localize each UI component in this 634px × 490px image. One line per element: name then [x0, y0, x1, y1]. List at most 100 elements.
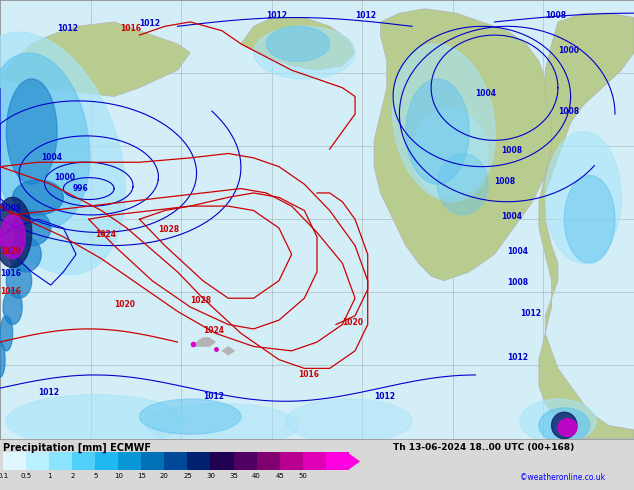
Text: 1016: 1016	[298, 370, 319, 379]
Text: 1012: 1012	[520, 309, 541, 318]
Polygon shape	[139, 399, 241, 434]
Text: 35: 35	[229, 473, 238, 479]
Polygon shape	[241, 18, 355, 70]
Polygon shape	[6, 395, 184, 447]
Text: 25: 25	[183, 473, 192, 479]
Polygon shape	[0, 32, 126, 275]
Text: 45: 45	[275, 473, 284, 479]
Text: Precipitation [mm] ECMWF: Precipitation [mm] ECMWF	[3, 442, 151, 453]
Text: 1008: 1008	[507, 278, 528, 287]
Text: 0.5: 0.5	[21, 473, 32, 479]
Polygon shape	[374, 9, 558, 281]
Text: 1008: 1008	[0, 203, 21, 213]
Polygon shape	[254, 26, 355, 79]
Polygon shape	[13, 211, 51, 245]
Bar	[119, 452, 141, 470]
Bar	[26, 452, 49, 470]
Polygon shape	[0, 197, 32, 268]
Bar	[280, 452, 302, 470]
Text: 1000: 1000	[558, 46, 579, 54]
FancyArrow shape	[349, 453, 360, 469]
Text: 1000: 1000	[54, 173, 75, 182]
Text: 1016: 1016	[0, 287, 21, 296]
Text: 1008: 1008	[501, 147, 522, 155]
Text: 1024: 1024	[95, 230, 116, 239]
Polygon shape	[0, 22, 190, 97]
Polygon shape	[0, 316, 13, 351]
Polygon shape	[0, 53, 90, 228]
Bar	[141, 452, 164, 470]
Text: 1004: 1004	[501, 212, 522, 221]
Text: 0.1: 0.1	[0, 473, 9, 479]
Text: 1012: 1012	[355, 11, 376, 20]
Text: 50: 50	[298, 473, 307, 479]
Text: 1004: 1004	[507, 247, 528, 256]
Polygon shape	[552, 412, 577, 439]
Bar	[302, 452, 326, 470]
Text: 5: 5	[93, 473, 98, 479]
Polygon shape	[6, 263, 32, 298]
Polygon shape	[197, 338, 216, 346]
Text: 1008: 1008	[558, 107, 579, 116]
Polygon shape	[437, 153, 488, 215]
Text: 1020: 1020	[342, 318, 363, 326]
Polygon shape	[10, 237, 41, 272]
Bar	[188, 452, 210, 470]
Text: ©weatheronline.co.uk: ©weatheronline.co.uk	[520, 473, 605, 482]
Polygon shape	[558, 419, 577, 437]
Text: 1004: 1004	[476, 90, 496, 98]
Bar	[257, 452, 280, 470]
Polygon shape	[222, 346, 235, 355]
Text: 1012: 1012	[266, 11, 287, 20]
Text: 1012: 1012	[374, 392, 395, 401]
Text: 996: 996	[73, 184, 89, 193]
Text: 1012: 1012	[38, 388, 59, 397]
Polygon shape	[3, 290, 22, 324]
Text: 1028: 1028	[158, 225, 179, 234]
Text: 1012: 1012	[57, 24, 78, 33]
Text: 30: 30	[206, 473, 215, 479]
Polygon shape	[520, 399, 596, 443]
Polygon shape	[392, 44, 495, 201]
Text: 1008: 1008	[495, 177, 515, 186]
Polygon shape	[539, 13, 634, 439]
Polygon shape	[266, 26, 330, 61]
Text: 1: 1	[47, 473, 51, 479]
Bar	[210, 452, 233, 470]
Text: 15: 15	[137, 473, 146, 479]
Text: Th 13-06-2024 18..00 UTC (00+168): Th 13-06-2024 18..00 UTC (00+168)	[393, 442, 574, 452]
Text: 20: 20	[160, 473, 169, 479]
Polygon shape	[412, 110, 488, 197]
Bar	[49, 452, 72, 470]
Polygon shape	[6, 79, 57, 184]
Text: 1012: 1012	[139, 19, 160, 28]
Polygon shape	[285, 399, 412, 443]
Polygon shape	[406, 79, 469, 184]
Bar	[326, 452, 349, 470]
Text: 1016: 1016	[0, 270, 21, 278]
Text: 1020: 1020	[114, 300, 135, 309]
Bar	[233, 452, 257, 470]
Text: 1016: 1016	[120, 24, 141, 33]
Polygon shape	[545, 132, 621, 263]
Text: 1028: 1028	[190, 295, 211, 305]
Bar	[72, 452, 95, 470]
Polygon shape	[13, 180, 63, 215]
Text: 1004: 1004	[41, 153, 62, 162]
Text: 10: 10	[114, 473, 123, 479]
Polygon shape	[0, 342, 5, 377]
Text: 1008: 1008	[545, 11, 566, 20]
Bar	[3, 452, 26, 470]
Polygon shape	[539, 408, 590, 443]
Polygon shape	[146, 403, 298, 447]
Bar	[164, 452, 188, 470]
Polygon shape	[0, 215, 25, 259]
Text: 40: 40	[252, 473, 261, 479]
Text: 1012: 1012	[203, 392, 224, 401]
Text: 1020: 1020	[0, 247, 21, 256]
Text: 1024: 1024	[203, 326, 224, 335]
Text: 2: 2	[70, 473, 74, 479]
Polygon shape	[564, 175, 615, 263]
Text: 1012: 1012	[507, 353, 528, 362]
Bar	[95, 452, 119, 470]
